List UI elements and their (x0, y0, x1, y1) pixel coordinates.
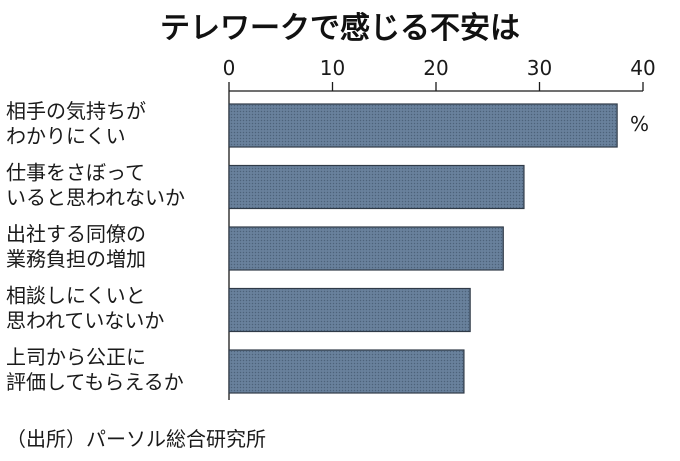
bar (228, 103, 618, 148)
category-label: 思われていないか (6, 309, 164, 333)
category-label: 出社する同僚の (6, 222, 146, 246)
x-tick-label: 30 (527, 56, 552, 80)
chart-title: テレワークで感じる不安は (160, 11, 520, 46)
category-label: 相手の気持ちが (6, 99, 146, 123)
category-labels: 相手の気持ちがわかりにくい仕事をさぼっていると思われないか出社する同僚の業務負担… (6, 99, 185, 394)
bar (228, 226, 504, 271)
category-label: 仕事をさぼって (6, 161, 145, 185)
x-tick-label: 40 (630, 56, 655, 80)
category-label: わかりにくい (6, 124, 126, 148)
x-tick-label: 10 (320, 56, 345, 80)
bar (228, 349, 465, 394)
unit-label: % (630, 112, 649, 136)
source-note: （出所）パーソル総合研究所 (6, 427, 266, 451)
bar (228, 287, 471, 333)
category-label: 評価してもらえるか (6, 370, 184, 394)
bar (228, 164, 525, 210)
category-label: 相談しにくいと (6, 284, 146, 308)
x-axis: 0 10 20 30 40 (223, 56, 656, 91)
x-tick-label: 0 (223, 56, 236, 80)
category-label: いると思われないか (6, 186, 185, 210)
category-label: 上司から公正に (6, 345, 146, 369)
x-tick-label: 20 (423, 56, 448, 80)
category-label: 業務負担の増加 (6, 247, 146, 271)
bars (228, 103, 618, 394)
